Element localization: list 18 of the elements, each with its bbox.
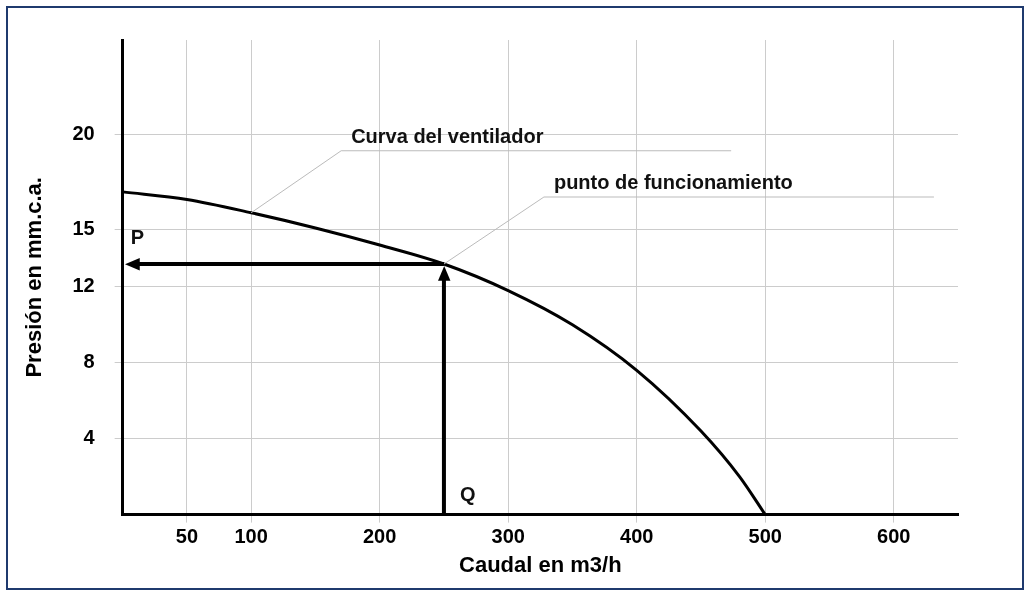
x-tick-label: 200: [362, 525, 397, 548]
ref-line-label: Q: [459, 482, 476, 505]
y-tick-label: 4: [83, 426, 96, 449]
annotation: punto de funcionamiento: [553, 171, 793, 194]
y-tick-label: 15: [72, 217, 95, 240]
annotation: Curva del ventilador: [351, 124, 544, 147]
y-tick-label: 12: [72, 274, 95, 297]
y-axis-title: Presión en mm.c.a.: [21, 177, 47, 378]
x-tick-label: 400: [620, 525, 654, 548]
x-tick-label: 50: [175, 525, 199, 548]
x-tick-label: 100: [234, 525, 268, 548]
x-axis-title: Caudal en m3/h: [459, 551, 622, 577]
y-tick-label: 8: [83, 350, 95, 373]
y-tick-label: 20: [72, 122, 95, 145]
x-tick-label: 600: [877, 525, 911, 548]
x-tick-label: 500: [748, 525, 782, 548]
x-tick-label: 300: [491, 525, 525, 548]
ref-line-label: P: [130, 226, 144, 249]
